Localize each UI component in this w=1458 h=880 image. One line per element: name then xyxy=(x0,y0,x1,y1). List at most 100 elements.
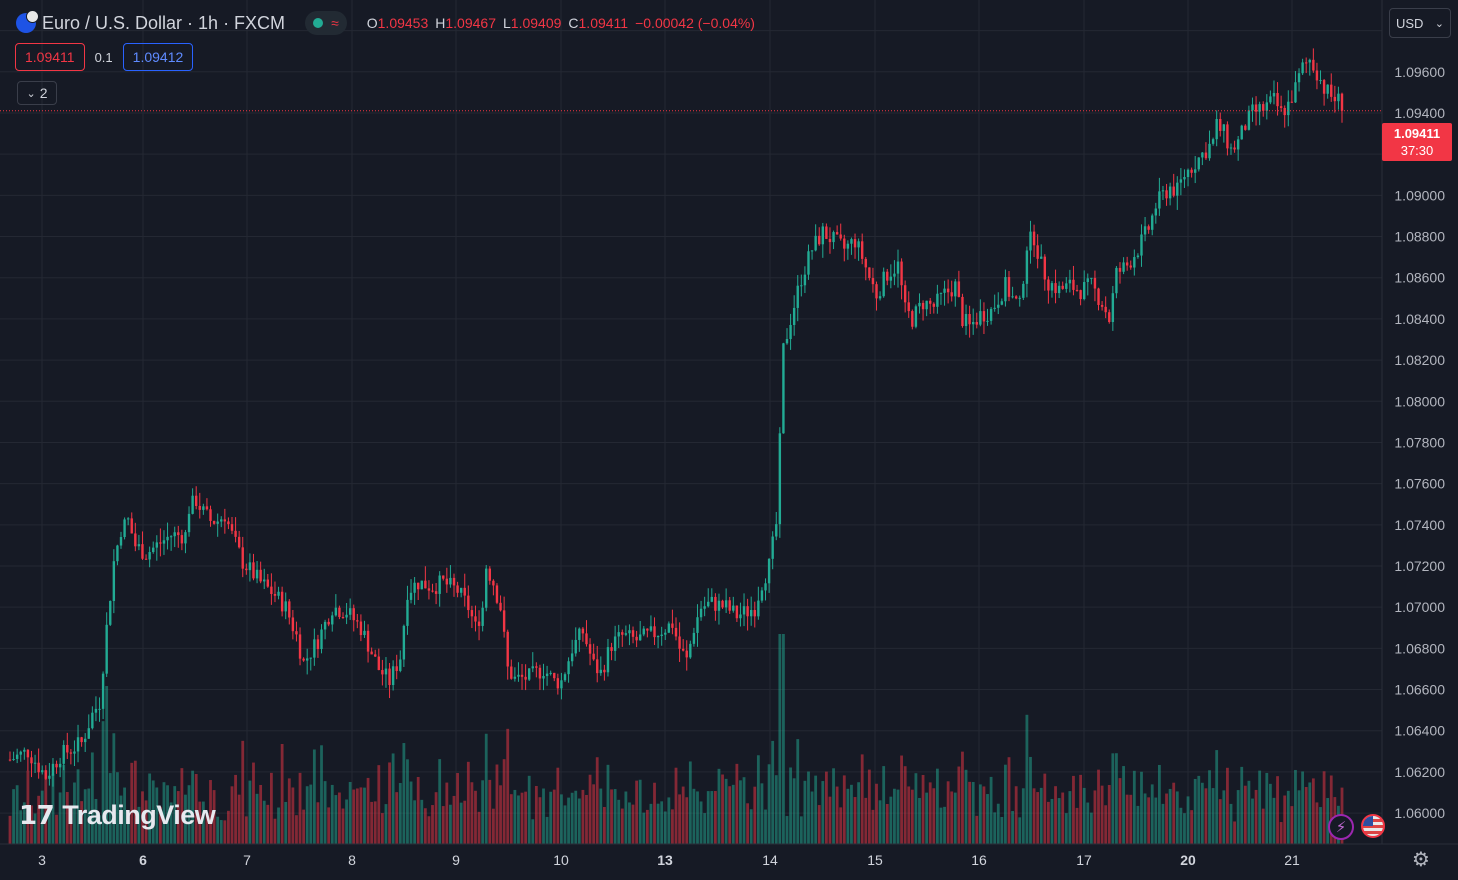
candle-body xyxy=(62,744,65,764)
volume-bar xyxy=(1079,774,1083,844)
candle-body xyxy=(377,656,381,671)
candle-body xyxy=(613,636,617,651)
candle-body xyxy=(166,536,169,541)
tradingview-logo[interactable]: 17 TradingView xyxy=(19,800,216,831)
candle-body xyxy=(1072,279,1075,290)
time-tick-label: 14 xyxy=(762,852,778,868)
volume-bar xyxy=(19,810,23,844)
indicators-count: 2 xyxy=(39,85,48,101)
volume-bar xyxy=(885,804,889,844)
volume-bar xyxy=(739,780,742,844)
candle-body xyxy=(248,562,252,571)
volume-bar xyxy=(1226,767,1229,844)
volume-bar xyxy=(302,809,306,844)
candle-body xyxy=(424,580,427,589)
volume-bar xyxy=(631,804,635,844)
candle-body xyxy=(1226,124,1229,149)
volume-bar xyxy=(90,752,94,844)
volume-bar xyxy=(1147,797,1151,844)
volume-bar xyxy=(133,760,137,844)
candle-body xyxy=(914,306,918,327)
volume-bar xyxy=(176,791,180,844)
close-label: C xyxy=(568,15,579,31)
symbol-flag-icon[interactable] xyxy=(16,10,39,33)
volume-bar xyxy=(1283,795,1287,844)
volume-bar xyxy=(835,786,839,844)
volume-bar xyxy=(907,786,911,844)
volume-bar xyxy=(380,813,384,844)
us-flag-icon[interactable] xyxy=(1361,814,1385,838)
candle-body xyxy=(1115,267,1118,294)
candle-body xyxy=(535,666,538,668)
candle-body xyxy=(921,302,925,310)
volume-bar xyxy=(184,794,187,844)
volume-bar xyxy=(148,773,152,844)
candle-body xyxy=(1183,177,1186,180)
candle-body xyxy=(1000,301,1004,305)
volume-bar xyxy=(227,810,230,844)
candle-body xyxy=(334,607,338,616)
candle-body xyxy=(198,505,201,510)
volume-bar xyxy=(474,790,477,844)
candle-body xyxy=(527,668,531,680)
candle-body xyxy=(638,634,642,641)
volume-bar xyxy=(771,740,775,844)
volume-bar xyxy=(710,791,714,844)
candle-body xyxy=(1129,265,1132,268)
buy-price-button[interactable]: 1.09412 xyxy=(122,43,194,71)
volume-bar xyxy=(910,789,914,844)
symbol-title[interactable]: Euro / U.S. Dollar · 1h · FXCM xyxy=(42,12,286,33)
candle-body xyxy=(69,752,73,754)
volume-bar xyxy=(73,782,76,844)
volume-bar xyxy=(295,815,298,844)
volume-bar xyxy=(348,781,352,844)
volume-bar xyxy=(280,743,284,844)
price-tick-label: 1.06000 xyxy=(1394,805,1445,821)
candle-body xyxy=(986,320,989,322)
volume-bar xyxy=(212,790,216,844)
sell-price-button[interactable]: 1.09411 xyxy=(15,43,85,71)
time-axis: 3 6 7 8 9 10 13 14 15 16 17 20 21 xyxy=(38,852,1300,868)
candle-body xyxy=(302,658,305,661)
candle-body xyxy=(821,226,825,245)
price-tick-label: 1.09000 xyxy=(1394,187,1445,203)
volume-bar xyxy=(198,801,202,844)
volume-bar xyxy=(1272,797,1276,844)
volume-bar xyxy=(953,792,957,844)
candle-body xyxy=(724,600,728,608)
volume-bar xyxy=(1218,799,1222,844)
candle-body xyxy=(169,536,173,538)
volume-bar xyxy=(309,784,313,844)
volume-bar xyxy=(1025,714,1029,844)
candle-body xyxy=(925,300,928,310)
volume-bar xyxy=(395,792,399,844)
volume-bar xyxy=(509,794,513,844)
candlesticks xyxy=(8,48,1344,787)
volume-bar xyxy=(649,803,653,844)
candle-body xyxy=(789,324,792,340)
volume-bar xyxy=(935,768,939,844)
settings-gear-icon[interactable]: ⚙ xyxy=(1412,849,1430,871)
volume-bar xyxy=(918,797,921,844)
candle-body xyxy=(671,623,674,628)
volume-bar xyxy=(398,783,402,844)
candle-body xyxy=(431,590,434,592)
volume-bar xyxy=(789,767,792,844)
lightning-icon[interactable]: ⚡ xyxy=(1328,814,1354,840)
candle-body xyxy=(474,616,477,622)
volume-bar xyxy=(180,768,184,844)
volume-bar xyxy=(47,809,51,844)
volume-bar xyxy=(1254,789,1258,844)
volume-bar xyxy=(209,780,212,844)
candle-body xyxy=(621,632,624,635)
candle-body xyxy=(384,668,388,675)
indicators-toggle-button[interactable]: ⌄ 2 xyxy=(17,81,57,105)
candle-body xyxy=(499,602,502,611)
candle-body xyxy=(184,532,187,544)
currency-select[interactable]: USD ⌄ xyxy=(1389,8,1451,38)
market-status-pill[interactable]: ≈ xyxy=(305,11,347,35)
volume-bar xyxy=(1132,770,1136,844)
candle-body xyxy=(1079,290,1082,300)
candle-body xyxy=(775,524,778,537)
